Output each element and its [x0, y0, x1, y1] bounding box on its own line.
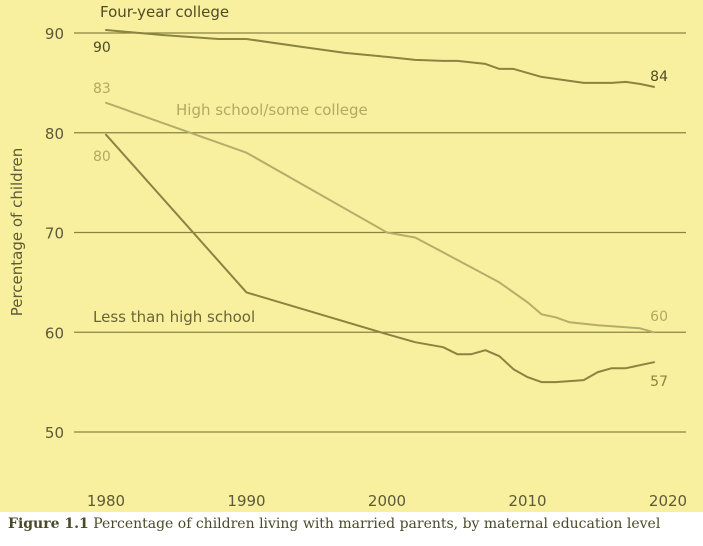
y-axis-ticks: 50 60 70 80 90: [45, 25, 64, 442]
y-axis-label: Percentage of children: [8, 148, 26, 317]
chart-area: 50 60 70 80 90 1980 1990 2000 2010 2020 Four-yea…: [0, 0, 703, 512]
x-tick-label: 1990: [227, 492, 265, 510]
line-chart: 50 60 70 80 90 1980 1990 2000 2010 2020 Four-yea…: [8, 3, 687, 510]
four-year-college-start-value: 90: [93, 40, 111, 56]
series-lines: [105, 29, 655, 384]
figure-caption: Figure 1.1 Percentage of children living…: [8, 516, 660, 532]
y-tick-label: 50: [45, 424, 64, 442]
x-tick-label: 2020: [649, 492, 687, 510]
x-tick-label: 1980: [87, 492, 125, 510]
x-tick-label: 2000: [368, 492, 406, 510]
y-tick-label: 70: [45, 225, 64, 243]
high-school-some-college-line: [105, 101, 655, 334]
less-than-high-school-end-value: 57: [650, 374, 668, 390]
x-tick-label: 2010: [508, 492, 546, 510]
four-year-college-line: [105, 29, 655, 88]
caption-text: Percentage of children living with marri…: [93, 516, 661, 532]
y-tick-label: 60: [45, 324, 64, 342]
y-tick-label: 90: [45, 25, 64, 43]
y-tick-label: 80: [45, 125, 64, 143]
less-than-high-school-label: Less than high school: [93, 308, 255, 326]
four-year-college-label: Four-year college: [100, 3, 229, 21]
figure-number: Figure 1.1: [8, 516, 89, 532]
series-labels: Four-year college 90 84 High school/some co…: [93, 3, 668, 390]
four-year-college-end-value: 84: [650, 69, 668, 85]
gridlines: [74, 32, 686, 433]
x-axis-ticks: 1980 1990 2000 2010 2020: [87, 492, 687, 510]
high-school-some-college-end-value: 60: [650, 309, 668, 325]
less-than-high-school-line: [105, 133, 655, 384]
high-school-some-college-label: High school/some college: [176, 101, 368, 119]
less-than-high-school-start-value: 80: [93, 149, 111, 165]
high-school-some-college-start-value: 83: [93, 81, 111, 97]
